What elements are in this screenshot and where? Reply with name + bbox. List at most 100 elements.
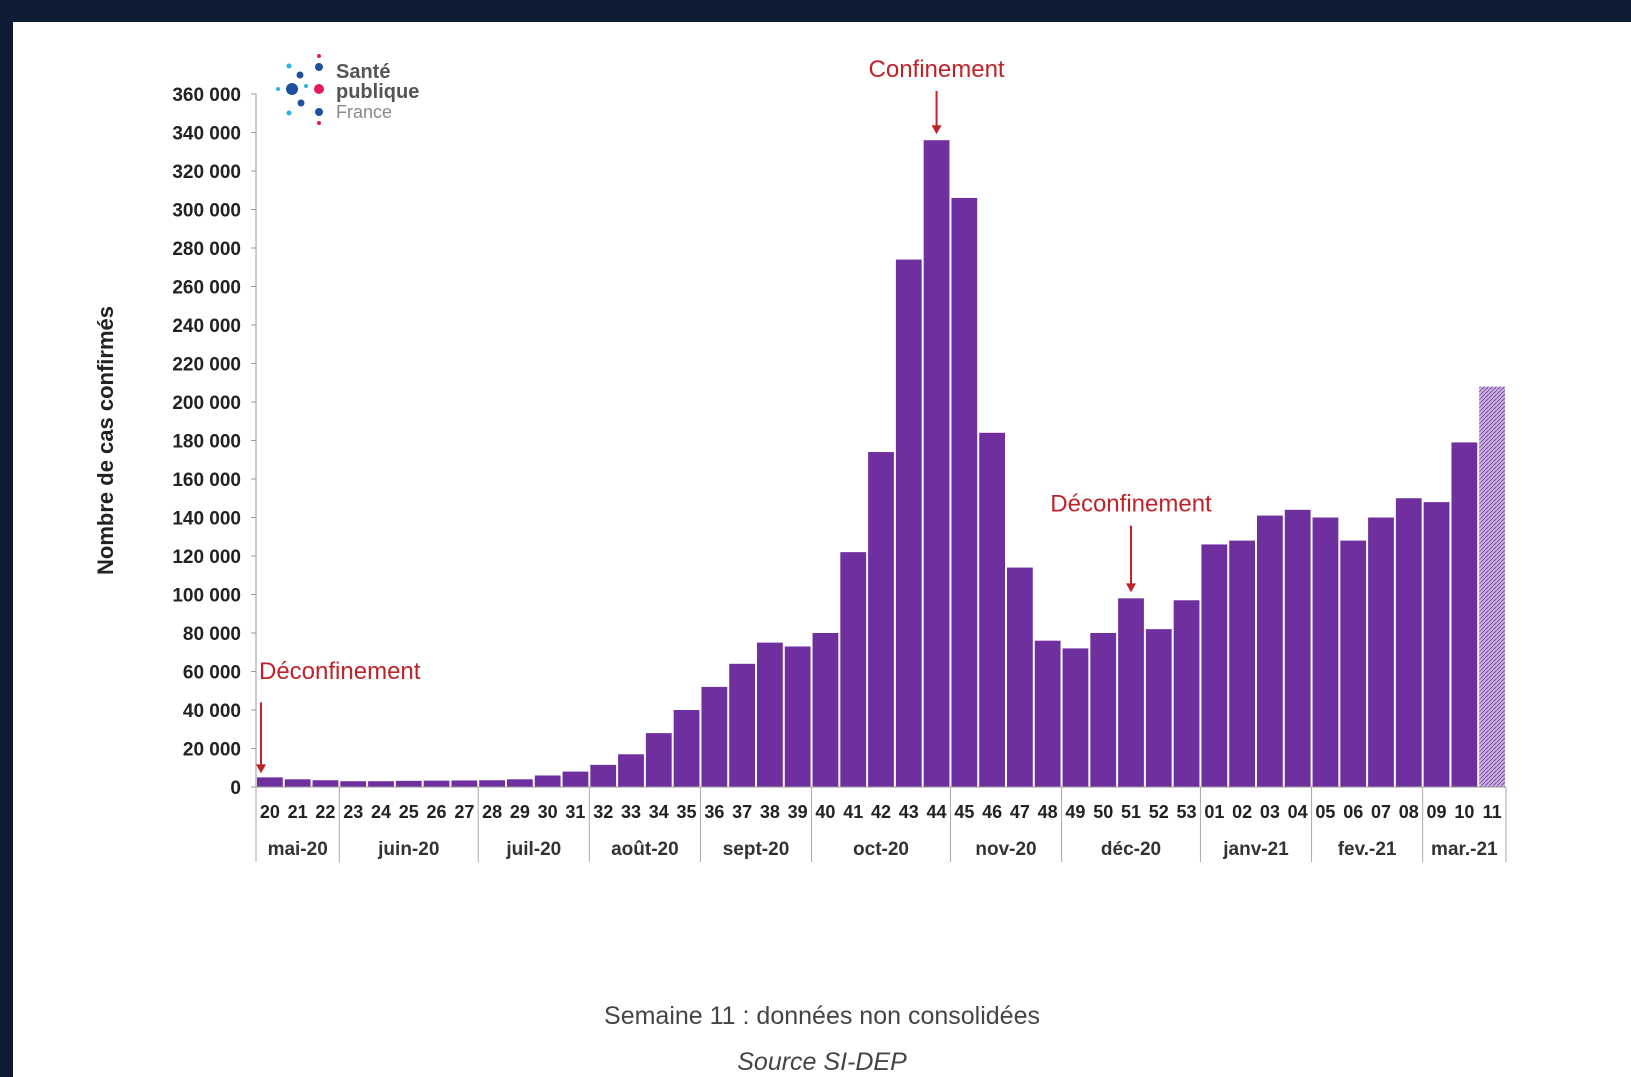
cases-bar-chart: Santé publique France 0 20 000 40 000 60 00… bbox=[93, 54, 1507, 862]
x-tick-label: 26 bbox=[427, 802, 447, 822]
annotation-arrow-head bbox=[1126, 583, 1136, 593]
x-tick-label: 11 bbox=[1483, 802, 1502, 822]
chart-panel: Santé publique France 0 20 000 40 000 60 00… bbox=[13, 22, 1631, 1077]
bar-week-26 bbox=[423, 780, 450, 787]
x-tick-label: 28 bbox=[482, 802, 502, 822]
bar-week-32 bbox=[590, 764, 617, 787]
x-tick-label: 05 bbox=[1315, 802, 1335, 822]
bar-week-02 bbox=[1229, 540, 1255, 787]
bar-week-25 bbox=[395, 780, 422, 787]
bar-week-06 bbox=[1340, 540, 1367, 787]
y-tick-label: 80 000 bbox=[183, 624, 241, 645]
y-tick-label: 360 000 bbox=[172, 85, 241, 106]
source-note: Source SI-DEP bbox=[737, 1048, 907, 1076]
bar-week-03 bbox=[1257, 515, 1283, 787]
x-tick-label: 47 bbox=[1010, 802, 1030, 822]
bar-week-50 bbox=[1090, 633, 1117, 787]
bar-week-27 bbox=[451, 780, 478, 787]
bar-week-30 bbox=[534, 775, 561, 787]
x-tick-label: 08 bbox=[1399, 802, 1419, 822]
bar-week-22 bbox=[312, 780, 339, 787]
x-tick-label: 29 bbox=[510, 802, 530, 822]
x-tick-label: 37 bbox=[732, 802, 752, 822]
y-tick-label: 240 000 bbox=[172, 316, 241, 337]
bar-week-52 bbox=[1145, 629, 1172, 787]
x-tick-label: 53 bbox=[1177, 802, 1197, 822]
y-tick-label: 340 000 bbox=[172, 124, 241, 145]
x-tick-label: 03 bbox=[1260, 802, 1280, 822]
y-tick-label: 140 000 bbox=[172, 509, 241, 530]
x-tick-label: 52 bbox=[1149, 802, 1169, 822]
annotation-arrow-head bbox=[931, 125, 942, 135]
bar-week-31 bbox=[562, 771, 589, 787]
y-tick-label: 0 bbox=[230, 778, 241, 799]
y-tick-label: 200 000 bbox=[172, 393, 241, 414]
bar-week-46 bbox=[979, 432, 1005, 787]
x-tick-label: 09 bbox=[1427, 802, 1447, 822]
bar-week-20 bbox=[257, 777, 283, 787]
y-tick-label: 20 000 bbox=[183, 740, 241, 761]
month-label: fev.-21 bbox=[1338, 839, 1397, 860]
y-tick-label: 160 000 bbox=[172, 470, 241, 491]
bar-week-24 bbox=[368, 781, 394, 787]
bar-week-36 bbox=[701, 686, 728, 787]
month-label: mar.-21 bbox=[1431, 839, 1498, 860]
y-tick-label: 100 000 bbox=[172, 586, 241, 607]
bar-week-35 bbox=[673, 710, 700, 787]
x-tick-label: 36 bbox=[704, 802, 724, 822]
bar-week-37 bbox=[729, 663, 755, 787]
x-tick-label: 43 bbox=[899, 802, 919, 822]
bar-week-48 bbox=[1034, 640, 1061, 787]
x-tick-label: 23 bbox=[343, 802, 363, 822]
x-tick-label: 04 bbox=[1288, 802, 1308, 822]
x-tick-label: 25 bbox=[399, 802, 419, 822]
x-tick-label: 45 bbox=[954, 802, 974, 822]
annotation-label: Confinement bbox=[869, 56, 1005, 83]
bar-week-41 bbox=[840, 552, 867, 787]
logo-line-3: France bbox=[336, 102, 392, 122]
x-tick-label: 32 bbox=[593, 802, 613, 822]
x-tick-label: 24 bbox=[371, 802, 391, 822]
bar-week-51 bbox=[1118, 598, 1144, 787]
logo-line-1: Santé bbox=[336, 61, 390, 83]
x-tick-label: 35 bbox=[677, 802, 697, 822]
bar-week-49 bbox=[1062, 648, 1089, 787]
bar-week-29 bbox=[507, 779, 533, 787]
bar-week-45 bbox=[951, 197, 978, 787]
y-tick-label: 220 000 bbox=[172, 355, 241, 376]
bar-week-53 bbox=[1173, 600, 1200, 787]
annotation-label: Déconfinement bbox=[259, 658, 421, 685]
bar-week-39 bbox=[784, 646, 811, 787]
bar-week-47 bbox=[1007, 567, 1033, 787]
x-tick-label: 48 bbox=[1038, 802, 1058, 822]
unconsolidated-note: Semaine 11 : données non consolidées bbox=[604, 1002, 1040, 1030]
month-label: juin-20 bbox=[377, 839, 439, 860]
x-tick-label: 49 bbox=[1065, 802, 1085, 822]
bar-week-11 bbox=[1479, 386, 1505, 787]
month-label: janv-21 bbox=[1222, 839, 1289, 860]
bar-week-05 bbox=[1312, 517, 1339, 787]
x-tick-label: 02 bbox=[1232, 802, 1252, 822]
y-tick-label: 120 000 bbox=[172, 547, 241, 568]
x-tick-label: 50 bbox=[1093, 802, 1113, 822]
y-tick-label: 300 000 bbox=[172, 201, 241, 222]
month-label: oct-20 bbox=[853, 839, 909, 860]
bar-week-07 bbox=[1368, 517, 1394, 787]
x-tick-label: 20 bbox=[260, 802, 280, 822]
month-label: mai-20 bbox=[268, 839, 328, 860]
x-tick-label: 46 bbox=[982, 802, 1002, 822]
x-tick-label: 07 bbox=[1371, 802, 1391, 822]
month-label: juil-20 bbox=[505, 839, 561, 860]
y-tick-label: 280 000 bbox=[172, 239, 241, 260]
x-tick-label: 27 bbox=[454, 802, 474, 822]
x-tick-label: 06 bbox=[1343, 802, 1363, 822]
x-tick-label: 51 bbox=[1121, 802, 1141, 822]
x-tick-label: 22 bbox=[315, 802, 335, 822]
bar-week-38 bbox=[757, 642, 783, 787]
sante-publique-france-logo: Santé publique France bbox=[276, 54, 419, 125]
x-tick-label: 34 bbox=[649, 802, 669, 822]
x-tick-label: 39 bbox=[788, 802, 808, 822]
month-label: déc-20 bbox=[1101, 839, 1161, 860]
bar-week-40 bbox=[812, 633, 839, 787]
annotation-label: Déconfinement bbox=[1050, 491, 1212, 518]
